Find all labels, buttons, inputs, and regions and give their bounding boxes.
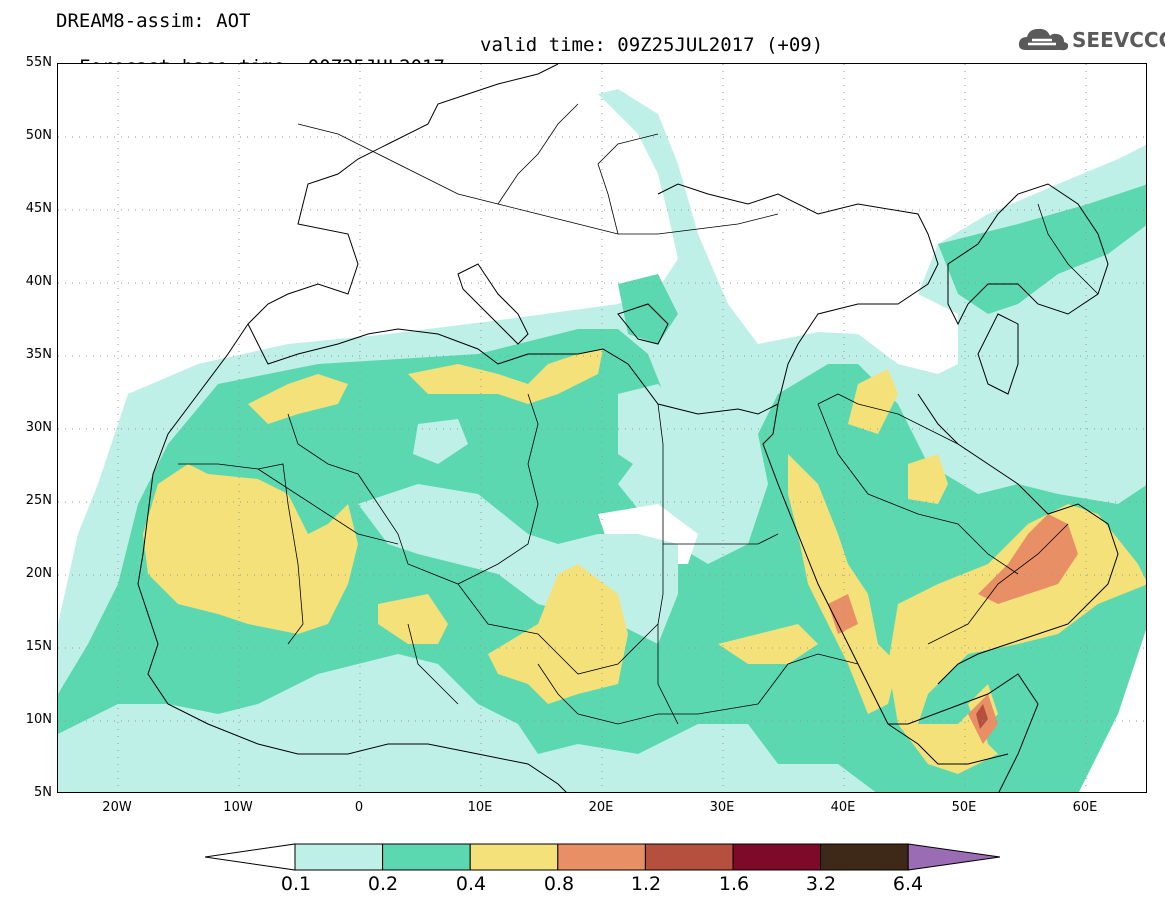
colorbar-segment — [820, 843, 909, 871]
colorbar-label: 1.6 — [718, 873, 750, 895]
lon-label: 30E — [709, 800, 735, 815]
valid-time: valid time: 09Z25JUL2017 (+09) — [480, 34, 824, 56]
colorbar-segment — [732, 843, 822, 871]
lat-label: 5N — [34, 785, 52, 800]
lat-label: 55N — [25, 55, 52, 70]
colorbar-segment — [644, 843, 734, 871]
lat-label: 20N — [25, 566, 52, 581]
lon-label: 10E — [467, 800, 493, 815]
graticule — [58, 64, 1146, 792]
aot-map — [57, 63, 1147, 793]
map-canvas — [58, 64, 1146, 792]
cloud-icon — [1018, 28, 1069, 51]
aot-contour-1.2 — [976, 704, 988, 729]
colorbar-segment — [557, 843, 646, 871]
colorbar-label: 0.8 — [543, 873, 575, 895]
lat-label: 45N — [25, 201, 52, 216]
lat-label: 50N — [25, 128, 52, 143]
colorbar-segment — [469, 843, 559, 871]
colorbar-segment — [294, 843, 384, 871]
colorbar-label: 0.1 — [280, 873, 312, 895]
lat-label: 10N — [25, 712, 52, 727]
plot-title: DREAM8-assim: AOT — [56, 10, 251, 32]
lon-label: 40E — [830, 800, 856, 815]
colorbar — [205, 843, 1000, 871]
colorbar-label: 0.2 — [367, 873, 399, 895]
lon-label: 60E — [1072, 800, 1098, 815]
lon-label: 20E — [588, 800, 614, 815]
lat-label: 15N — [25, 639, 52, 654]
lon-label: 50E — [951, 800, 977, 815]
colorbar-over-arrow — [907, 843, 1000, 871]
lon-label: 20W — [102, 800, 132, 815]
lon-label: 10W — [223, 800, 253, 815]
colorbar-label: 0.4 — [455, 873, 487, 895]
colorbar-label: 3.2 — [805, 873, 837, 895]
lat-label: 25N — [25, 493, 52, 508]
lat-label: 40N — [25, 274, 52, 289]
borders — [178, 103, 1099, 725]
aot-contour-0.4 — [143, 349, 1146, 774]
lat-label: 30N — [25, 420, 52, 435]
colorbar-label: 6.4 — [892, 873, 924, 895]
colorbar-under-arrow — [205, 843, 296, 871]
logo-text: SEEVCCC — [1072, 28, 1165, 52]
colorbar-segment — [382, 843, 471, 871]
colorbar-label: 1.2 — [630, 873, 662, 895]
seevccc-logo: SEEVCCC — [1016, 24, 1165, 56]
lat-label: 35N — [25, 347, 52, 362]
lon-label: 0 — [354, 800, 364, 815]
